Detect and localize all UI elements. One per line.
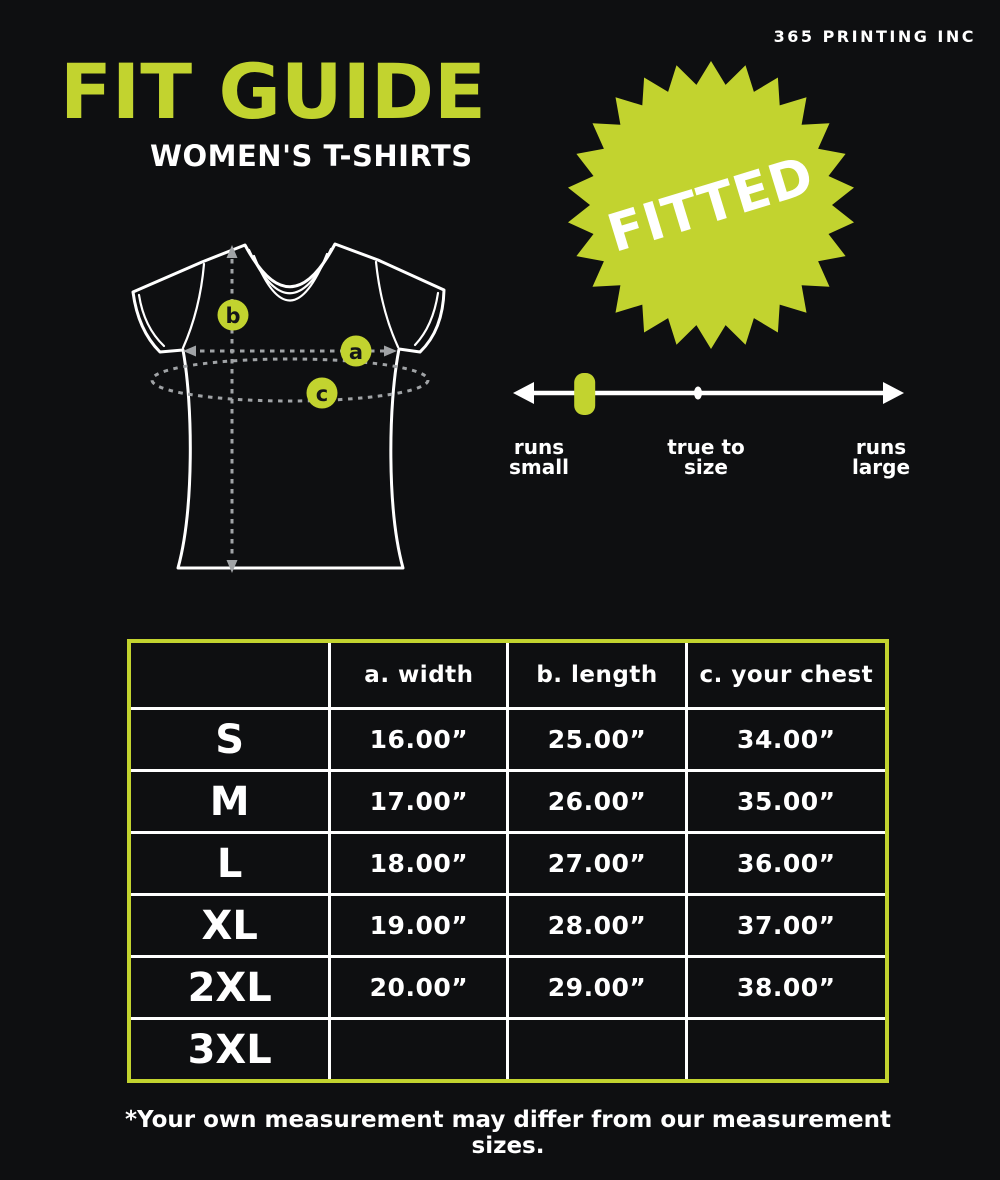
length-arrow-top [226,245,238,258]
scale-label-line: true to [667,435,745,459]
scale-arrow-left [513,382,534,404]
chest-value [684,1017,889,1083]
table-row: S 16.00” 25.00” 34.00” [127,707,889,772]
header-length: b. length [506,639,688,710]
table-row: XL 19.00” 28.00” 37.00” [127,893,889,958]
size-label: S [127,707,332,772]
size-label: L [127,831,332,896]
width-value: 17.00” [328,769,510,834]
marker-a-circle [340,335,372,367]
width-arrow-right [384,345,397,357]
left-armhole-seam [181,262,206,350]
width-arrow-left [183,345,196,357]
fitted-badge: FITTED [568,61,854,349]
length-arrow-bottom [226,560,238,573]
header-size [127,639,332,710]
header-chest: c. your chest [684,639,889,710]
width-value: 16.00” [328,707,510,772]
table-row: 3XL [127,1017,889,1083]
chest-value: 38.00” [684,955,889,1020]
header-width: a. width [328,639,510,710]
chest-value: 37.00” [684,893,889,958]
page-title: FIT GUIDE [60,47,486,136]
length-value: 29.00” [506,955,688,1020]
fit-indicator [574,373,596,415]
right-armhole-seam [374,260,400,349]
width-value: 19.00” [328,893,510,958]
fit-scale [513,373,904,415]
marker-b-circle [217,299,249,331]
table-row: L 18.00” 27.00” 36.00” [127,831,889,896]
scale-label-runs-large: runs large [828,437,934,478]
marker-b-label: b [225,304,240,328]
scale-arrow-right [883,382,904,404]
table-header-row: a. width b. length c. your chest [127,639,889,710]
scale-label-line: size [684,455,728,480]
chest-measure-ellipse [150,357,430,403]
scale-label-line: runs [513,435,565,459]
tshirt-diagram: b a c [131,242,446,573]
scale-label-runs-small: runs small [486,437,592,478]
length-value: 25.00” [506,707,688,772]
collar-trim-inner [252,252,329,302]
brand-text: 365 PRINTING INC [773,27,976,46]
size-label: XL [127,893,332,958]
scale-label-true-to-size: true to size [648,437,764,478]
true-to-size-tick [694,386,702,400]
size-label: 2XL [127,955,332,1020]
length-value: 27.00” [506,831,688,896]
marker-c-circle [306,377,338,409]
scale-label-line: small [509,455,569,480]
scale-label-line: runs [855,435,907,459]
chest-value: 36.00” [684,831,889,896]
width-value: 20.00” [328,955,510,1020]
width-value [328,1017,510,1083]
scale-label-line: large [851,455,911,480]
length-value: 28.00” [506,893,688,958]
marker-c-label: c [316,382,328,406]
size-label: M [127,769,332,834]
chest-value: 35.00” [684,769,889,834]
page-subtitle: WOMEN'S T-SHIRTS [150,139,473,173]
width-value: 18.00” [328,831,510,896]
left-sleeve-hem [137,293,166,348]
size-label: 3XL [127,1017,332,1083]
right-sleeve-hem [413,291,440,347]
marker-a-label: a [349,340,363,364]
size-table: a. width b. length c. your chest S 16.00… [127,639,889,1083]
chest-value: 34.00” [684,707,889,772]
starburst-shape [568,61,854,349]
table-row: 2XL 20.00” 29.00” 38.00” [127,955,889,1020]
length-value: 26.00” [506,769,688,834]
length-value [506,1017,688,1083]
table-row: M 17.00” 26.00” 35.00” [127,769,889,834]
footnote: *Your own measurement may differ from ou… [125,1107,891,1159]
